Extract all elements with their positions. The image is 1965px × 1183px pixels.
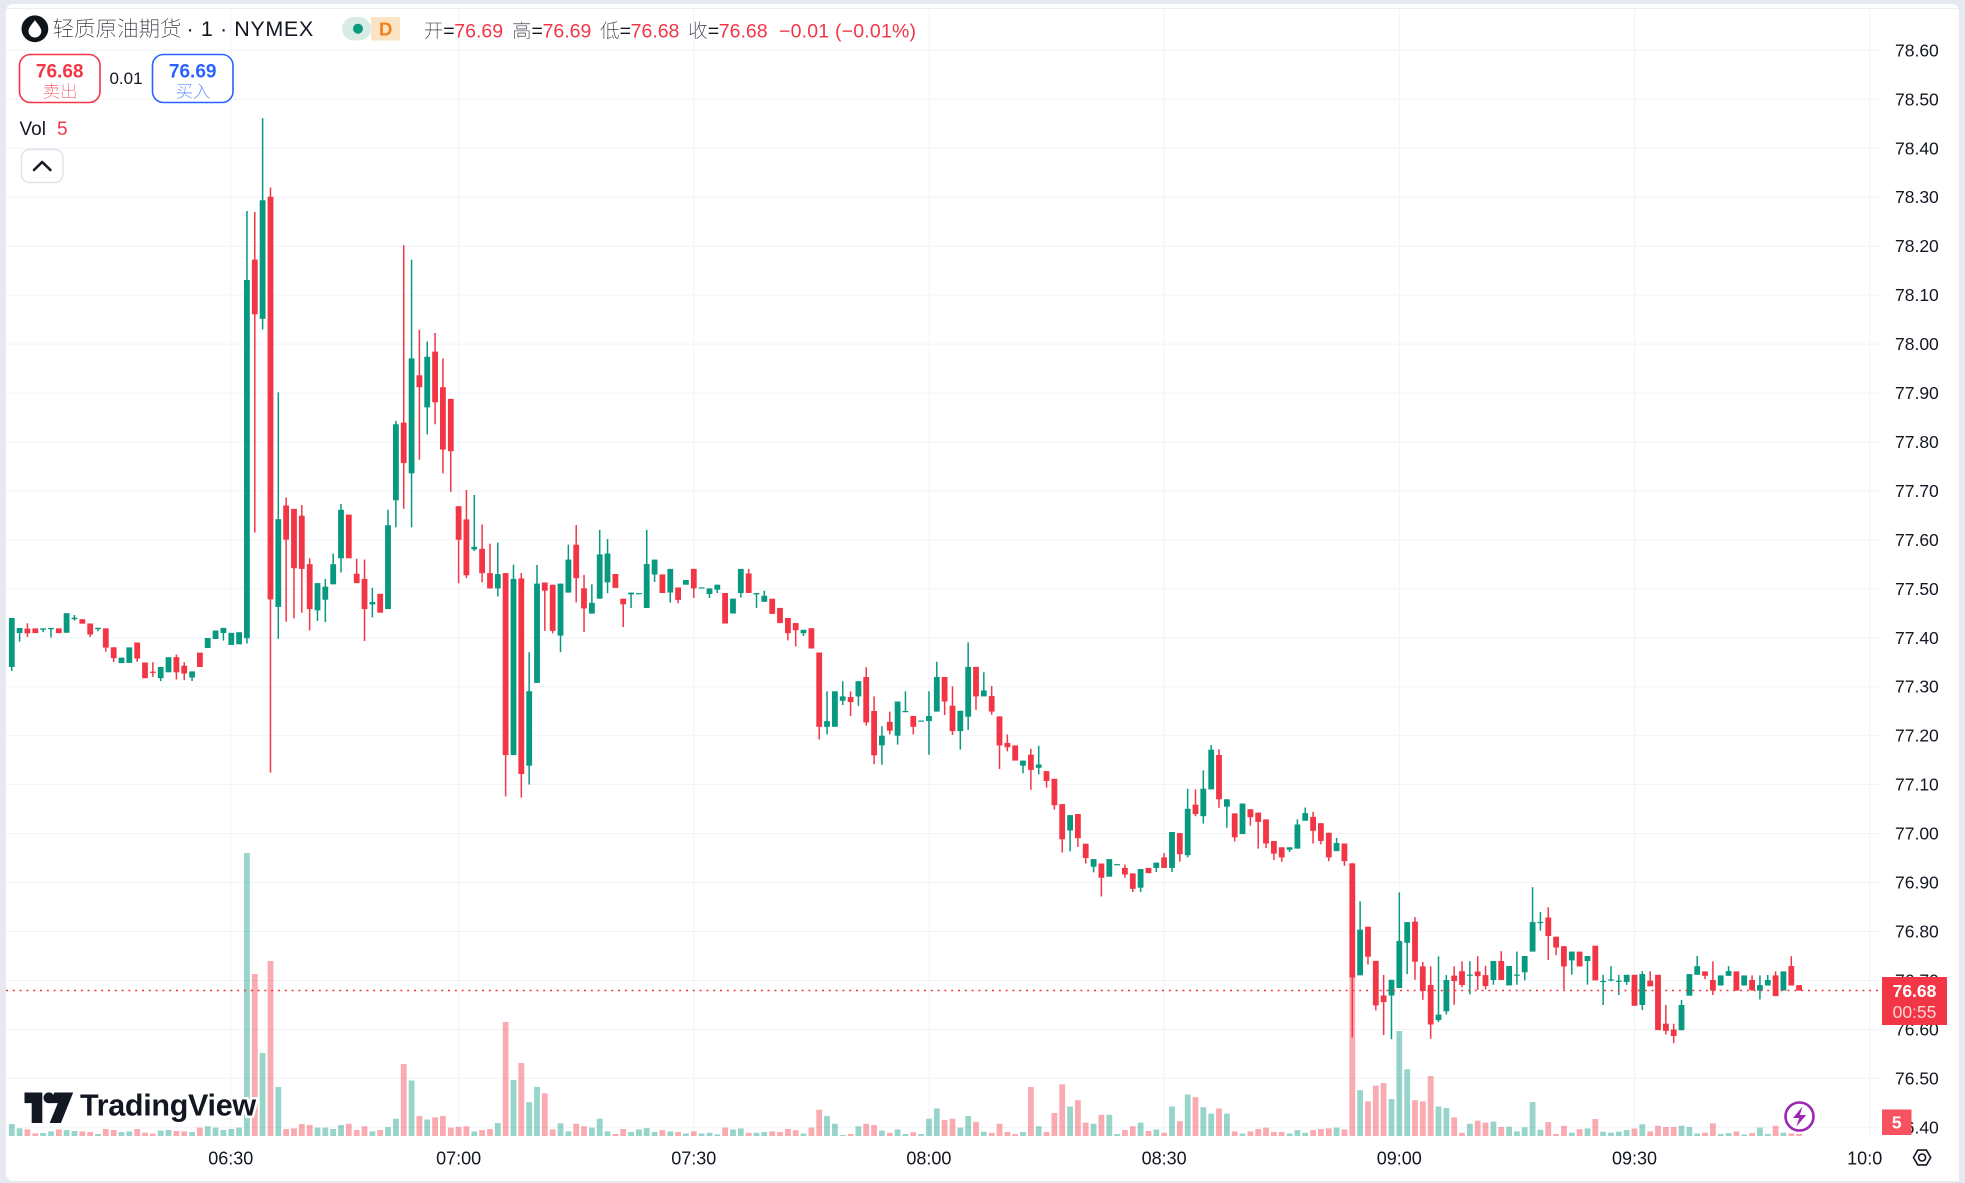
svg-text:5: 5 (57, 119, 68, 140)
svg-text:78.20: 78.20 (1895, 236, 1939, 256)
svg-text:D: D (379, 19, 392, 40)
svg-text:77.50: 77.50 (1895, 579, 1939, 599)
svg-text:08:30: 08:30 (1142, 1149, 1187, 1169)
svg-text:07:00: 07:00 (436, 1149, 481, 1169)
svg-text:=: = (443, 21, 454, 43)
svg-text:77.90: 77.90 (1895, 383, 1939, 403)
svg-text:76.69: 76.69 (543, 21, 592, 43)
svg-text:76.80: 76.80 (1895, 922, 1939, 942)
svg-text:TradingView: TradingView (80, 1089, 256, 1123)
svg-text:76.68: 76.68 (631, 21, 680, 43)
svg-text:76.50: 76.50 (1895, 1068, 1939, 1088)
svg-text:77.60: 77.60 (1895, 530, 1939, 550)
svg-text:77.00: 77.00 (1895, 824, 1939, 844)
svg-text:78.60: 78.60 (1895, 40, 1939, 60)
svg-text:09:00: 09:00 (1377, 1149, 1422, 1169)
svg-text:76.90: 76.90 (1895, 873, 1939, 893)
svg-text:=: = (532, 21, 543, 43)
svg-text:07:30: 07:30 (671, 1149, 716, 1169)
svg-text:76.68: 76.68 (36, 62, 84, 83)
svg-text:78.30: 78.30 (1895, 187, 1939, 207)
svg-text:06:30: 06:30 (208, 1149, 253, 1169)
svg-text:10:00: 10:00 (1847, 1149, 1892, 1169)
svg-text:0.01: 0.01 (109, 69, 142, 88)
svg-text:78.40: 78.40 (1895, 138, 1939, 158)
svg-text:76.69: 76.69 (454, 21, 503, 43)
svg-text:00:55: 00:55 (1893, 1002, 1937, 1022)
svg-text:78.00: 78.00 (1895, 334, 1939, 354)
svg-text:5: 5 (1892, 1113, 1902, 1133)
svg-text:· 1 · NYMEX: · 1 · NYMEX (187, 17, 314, 41)
svg-text:78.50: 78.50 (1895, 89, 1939, 109)
svg-text:−0.01 (−0.01%): −0.01 (−0.01%) (779, 21, 916, 43)
svg-text:78.10: 78.10 (1895, 285, 1939, 305)
svg-text:76.68: 76.68 (719, 21, 768, 43)
svg-text:77.30: 77.30 (1895, 677, 1939, 697)
svg-text:77.70: 77.70 (1895, 481, 1939, 501)
svg-text:76.69: 76.69 (169, 62, 217, 83)
svg-text:77.40: 77.40 (1895, 628, 1939, 648)
svg-text:77.20: 77.20 (1895, 726, 1939, 746)
svg-text:09:30: 09:30 (1612, 1149, 1657, 1169)
svg-text:Vol: Vol (20, 119, 46, 140)
svg-text:77.80: 77.80 (1895, 432, 1939, 452)
svg-text:76.68: 76.68 (1893, 981, 1937, 1001)
svg-text:=: = (620, 21, 631, 43)
svg-text:=: = (708, 21, 719, 43)
svg-text:77.10: 77.10 (1895, 775, 1939, 795)
svg-text:08:00: 08:00 (906, 1149, 951, 1169)
